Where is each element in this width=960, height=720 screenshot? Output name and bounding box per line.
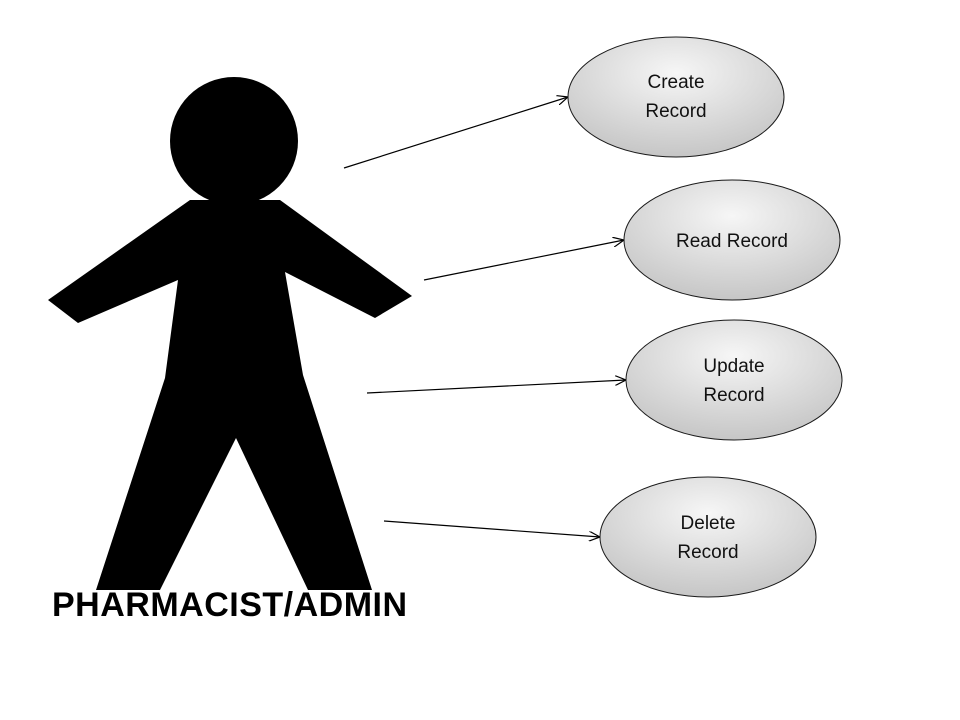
use-case-label-line2: Record <box>645 101 706 122</box>
connector-read <box>423 240 624 281</box>
use-case-ellipse <box>623 179 841 301</box>
use-case-ellipse <box>625 319 843 441</box>
use-case-label-line1: Read Record <box>676 231 788 252</box>
actor-body <box>48 200 412 590</box>
use-case-create-record[interactable]: Create Record <box>567 36 785 158</box>
actor-head <box>170 77 298 205</box>
connectors <box>343 97 626 537</box>
use-case-label-line1: Delete <box>681 513 736 534</box>
actor-label: PHARMACIST/ADMIN <box>52 586 408 624</box>
use-case-delete-record[interactable]: Delete Record <box>599 476 817 598</box>
use-case-read-record[interactable]: Read Record <box>623 179 841 301</box>
connector-delete <box>383 520 600 537</box>
use-case-label-line1: Update <box>703 356 764 377</box>
use-case-ellipse <box>567 36 785 158</box>
connector-create <box>343 97 568 169</box>
use-case-label-line2: Record <box>703 385 764 406</box>
use-case-ellipse <box>599 476 817 598</box>
actor-figure <box>48 77 412 590</box>
use-case-update-record[interactable]: Update Record <box>625 319 843 441</box>
use-case-label-line2: Record <box>677 542 738 563</box>
connector-update <box>366 380 626 394</box>
use-case-label-line1: Create <box>647 72 704 93</box>
